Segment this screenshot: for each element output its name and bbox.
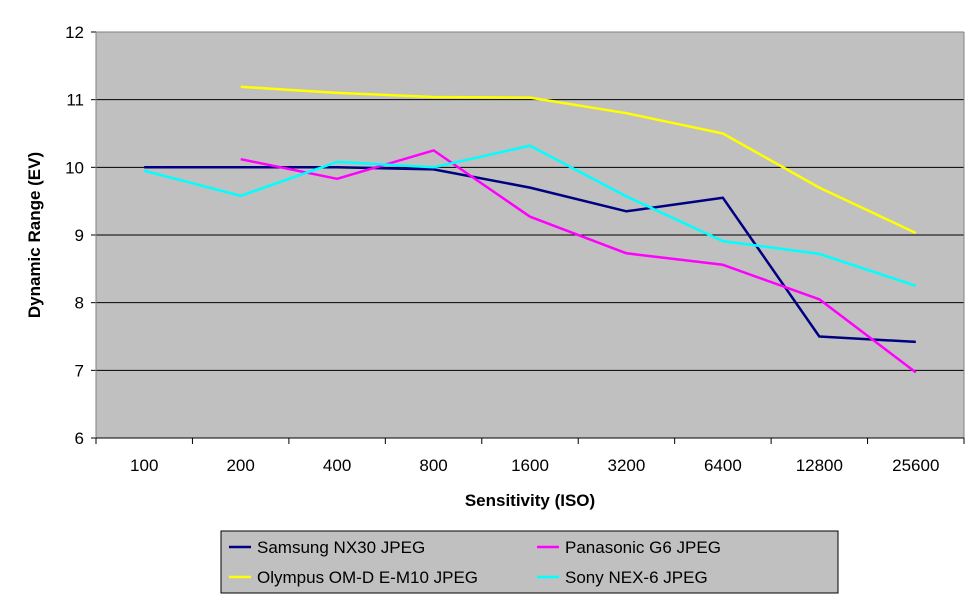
y-tick-label: 11 xyxy=(66,91,84,110)
legend-label-panasonic-g6-jpeg: Panasonic G6 JPEG xyxy=(565,538,721,557)
y-tick-label: 6 xyxy=(75,429,84,448)
y-tick-label: 12 xyxy=(65,23,84,42)
x-tick-label: 3200 xyxy=(608,456,646,475)
legend: Samsung NX30 JPEG Panasonic G6 JPEG Olympu… xyxy=(220,530,839,594)
y-tick-label: 8 xyxy=(75,294,84,313)
series-line-olympus-om-d-e-m10-jpeg xyxy=(240,85,917,235)
x-tick-label: 100 xyxy=(130,456,158,475)
x-tick-label: 12800 xyxy=(796,456,843,475)
y-tick-label: 10 xyxy=(65,158,84,177)
x-tick-label: 1600 xyxy=(511,456,549,475)
y-tick-label: 7 xyxy=(75,361,84,380)
y-axis-title: Dynamic Range (EV) xyxy=(25,152,44,318)
x-tick-label: 800 xyxy=(419,456,447,475)
series-line-panasonic-g6-jpeg xyxy=(240,149,917,374)
x-tick-label: 200 xyxy=(226,456,254,475)
axes xyxy=(91,31,965,444)
legend-label-sony-nex-6-jpeg: Sony NEX-6 JPEG xyxy=(565,568,708,587)
x-tick-label: 6400 xyxy=(704,456,742,475)
series-line-sony-nex-6-jpeg xyxy=(143,144,917,287)
x-tick-label: 400 xyxy=(323,456,351,475)
y-tick-label: 9 xyxy=(75,226,84,245)
series-line-samsung-nx30-jpeg xyxy=(144,166,916,344)
legend-label-olympus-om-d-e-m10-jpeg: Olympus OM-D E-M10 JPEG xyxy=(257,568,478,587)
x-tick-label: 25600 xyxy=(892,456,939,475)
y-tick-labels: 6 7 8 9 10 11 12 xyxy=(65,23,84,448)
x-tick-labels: 100 200 400 800 1600 3200 6400 12800 25600 xyxy=(130,456,939,475)
series-lines xyxy=(143,85,917,374)
legend-box xyxy=(220,530,839,594)
legend-label-samsung-nx30-jpeg: Samsung NX30 JPEG xyxy=(257,538,425,557)
x-axis-title: Sensitivity (ISO) xyxy=(465,491,595,510)
